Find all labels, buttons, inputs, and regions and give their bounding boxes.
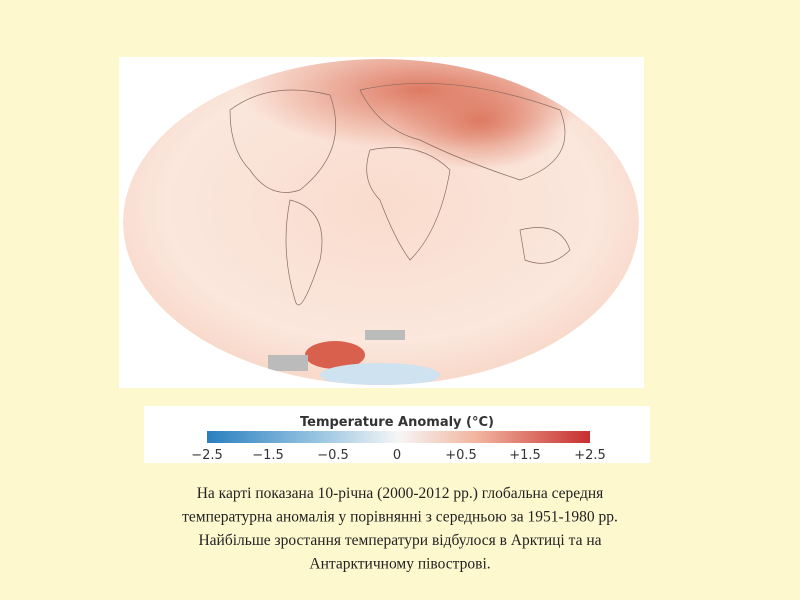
caption-line: температурна аномалія у порівнянні з сер… (182, 509, 618, 526)
colorbar-tick-label: +1.5 (509, 448, 541, 463)
colorbar-ticks: −2.5 −1.5 −0.5 0 +0.5 +1.5 +2.5 (191, 448, 606, 463)
caption-line: Найбільше зростання температури відбулос… (198, 532, 601, 549)
caption: На карті показана 10-річна (2000-2012 рр… (182, 485, 618, 573)
colorbar-title: Temperature Anomaly (°C) (300, 415, 494, 430)
colorbar (207, 431, 590, 443)
caption-line: Антарктичному півострові. (309, 556, 490, 573)
colorbar-tick-label: −2.5 (191, 448, 223, 463)
colorbar-tick-label: −0.5 (317, 448, 349, 463)
caption-line: На карті показана 10-річна (2000-2012 рр… (197, 485, 604, 502)
colorbar-tick-label: +2.5 (574, 448, 606, 463)
colorbar-tick-label: −1.5 (252, 448, 284, 463)
colorbar-tick-label: +0.5 (445, 448, 477, 463)
colorbar-tick-label: 0 (393, 448, 401, 463)
